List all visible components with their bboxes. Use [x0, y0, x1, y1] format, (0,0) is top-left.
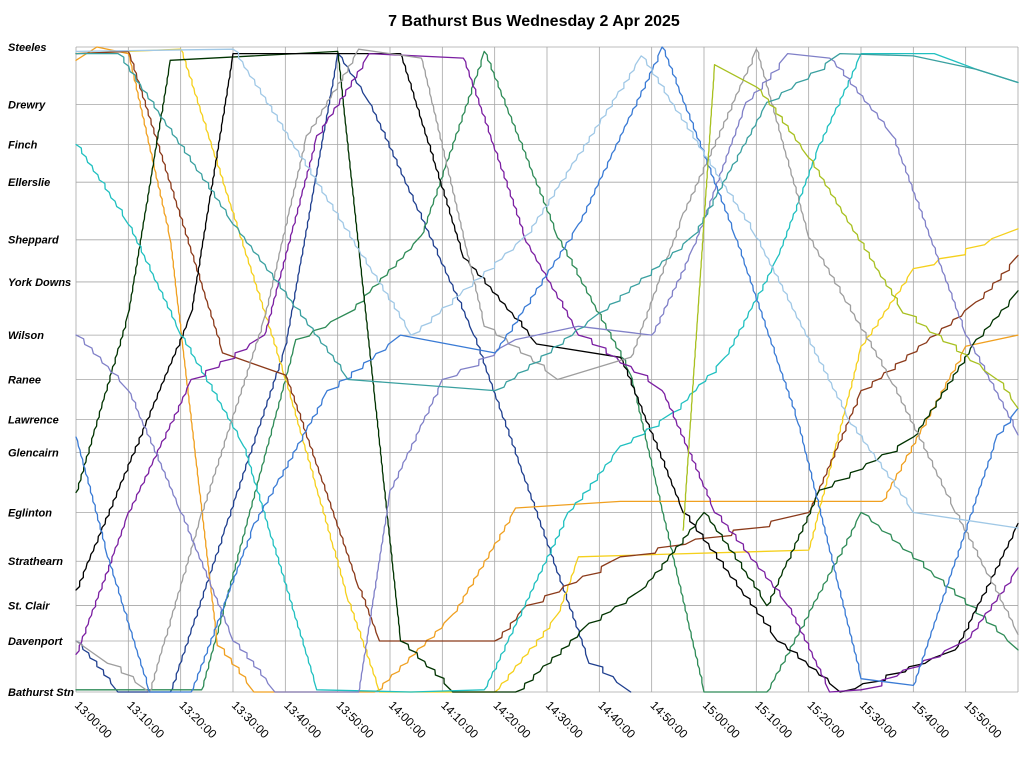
- stop-label: Bathurst Stn: [8, 687, 74, 699]
- trip-line-6: [75, 50, 1019, 693]
- time-tick-label: 15:50:00: [962, 698, 1005, 741]
- trip-line-14: [75, 52, 1019, 392]
- stop-label: Ranee: [8, 374, 41, 386]
- stop-label: Steeles: [8, 42, 47, 54]
- stop-label: Eglinton: [8, 507, 52, 519]
- time-tick-label: 13:20:00: [177, 698, 220, 741]
- trip-line-8: [75, 52, 1019, 693]
- time-tick-label: 15:40:00: [909, 698, 952, 741]
- trip-line-5: [75, 50, 1019, 642]
- time-tick-label: 13:10:00: [124, 698, 167, 741]
- stop-labels: Steeles Drewry Finch Ellerslie Sheppard York …: [8, 42, 74, 699]
- trip-line-12: [75, 46, 1019, 693]
- stop-label: Wilson: [8, 330, 44, 342]
- time-tick-label: 13:00:00: [72, 698, 115, 741]
- trip-line-1: [75, 52, 632, 693]
- time-labels: 13:00:00 13:10:00 13:20:00 13:30:00 13:40:00…: [72, 698, 1005, 741]
- trip-line-4: [75, 48, 1019, 693]
- time-tick-label: 15:20:00: [805, 698, 848, 741]
- trip-line-15: [682, 64, 1019, 531]
- time-tick-label: 13:30:00: [229, 698, 272, 741]
- time-tick-label: 15:30:00: [857, 698, 900, 741]
- trip-line-7: [75, 52, 1019, 693]
- stop-label: Sheppard: [8, 235, 59, 247]
- time-tick-label: 13:40:00: [281, 698, 324, 741]
- time-tick-label: 15:10:00: [752, 698, 795, 741]
- trip-line-10: [75, 48, 1019, 693]
- chart-title: 7 Bathurst Bus Wednesday 2 Apr 2025: [388, 13, 680, 30]
- stop-label: Finch: [8, 139, 38, 151]
- stop-label: Lawrence: [8, 414, 59, 426]
- stop-label: Strathearn: [8, 556, 63, 568]
- stop-label: St. Clair: [8, 600, 50, 612]
- time-tick-label: 14:30:00: [543, 698, 586, 741]
- stop-label: Glencairn: [8, 448, 59, 460]
- time-tick-label: 13:50:00: [334, 698, 377, 741]
- stop-label: Drewry: [8, 100, 46, 112]
- vertical-gridlines: [75, 47, 1019, 692]
- time-tick-label: 14:00:00: [386, 698, 429, 741]
- trip-line-2: [75, 50, 1019, 693]
- stop-label: Davenport: [8, 636, 64, 648]
- trip-line-13: [75, 48, 1019, 529]
- stop-label: Ellerslie: [8, 177, 50, 189]
- time-tick-label: 14:10:00: [438, 698, 481, 741]
- trip-line-9: [75, 52, 1019, 693]
- time-tick-label: 14:50:00: [648, 698, 691, 741]
- trip-line-11: [75, 52, 1019, 693]
- time-tick-label: 14:40:00: [595, 698, 638, 741]
- time-tick-label: 14:20:00: [491, 698, 534, 741]
- trip-line-3: [75, 46, 1019, 693]
- trip-lines: [75, 46, 1019, 693]
- time-tick-label: 15:00:00: [700, 698, 743, 741]
- stop-label: York Downs: [8, 277, 71, 289]
